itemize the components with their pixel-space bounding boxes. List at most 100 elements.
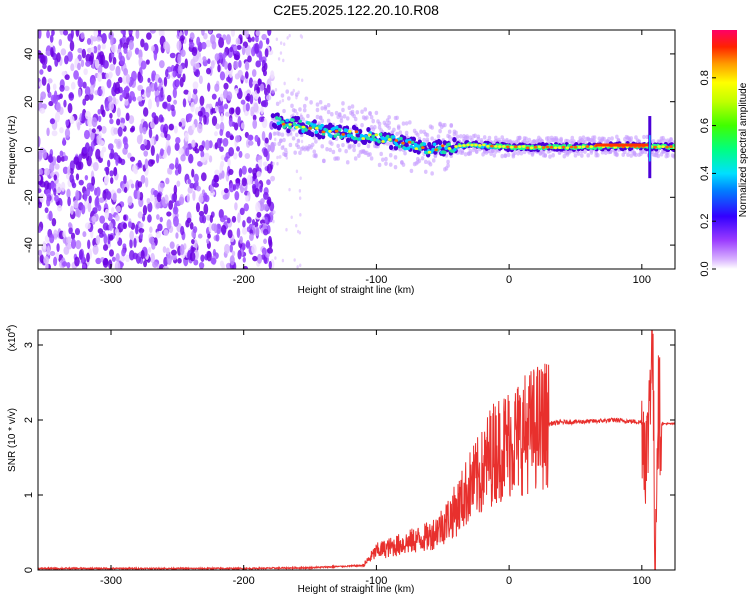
noise-blob xyxy=(134,47,140,55)
noise-blob xyxy=(285,227,288,232)
noise-blob xyxy=(233,60,239,70)
ridge-halo xyxy=(615,134,619,140)
snr-scale-exponent: 4 xyxy=(6,328,13,332)
noise-blob xyxy=(142,126,147,135)
ridge-bright xyxy=(432,142,437,147)
ridge-hotspot xyxy=(541,146,546,149)
noise-blob xyxy=(244,30,249,38)
noise-blob xyxy=(155,202,161,209)
ridge-halo xyxy=(463,152,468,157)
noise-blob xyxy=(114,261,121,269)
noise-blob xyxy=(92,244,99,255)
noise-blob xyxy=(200,254,205,263)
noise-blob xyxy=(102,257,109,268)
ridge-halo xyxy=(306,147,310,152)
noise-blob xyxy=(67,102,73,114)
noise-blob xyxy=(109,249,114,257)
noise-blob xyxy=(110,177,114,185)
ridge-halo xyxy=(666,153,670,158)
y-tick-label: -40 xyxy=(23,237,35,253)
noise-blob xyxy=(158,30,163,37)
noise-blob xyxy=(65,119,70,127)
noise-blob xyxy=(50,46,54,58)
noise-blob xyxy=(109,63,116,71)
noise-blob xyxy=(132,96,137,102)
noise-blob xyxy=(204,139,210,151)
ridge-halo xyxy=(344,149,348,154)
noise-blob xyxy=(199,95,205,106)
noise-blob xyxy=(106,78,112,89)
noise-blob xyxy=(176,40,182,51)
ridge-halo xyxy=(314,154,318,159)
noise-blob xyxy=(112,192,117,203)
ridge-halo xyxy=(360,109,364,114)
noise-blob xyxy=(210,34,216,45)
noise-blob xyxy=(135,224,139,235)
ridge-bright xyxy=(277,117,282,121)
snr-y-ticks: 0 1 2 3 xyxy=(23,342,675,573)
ridge-halo xyxy=(430,136,434,141)
noise-blob xyxy=(184,30,189,37)
ridge-bright xyxy=(313,123,317,127)
ridge-halo xyxy=(330,141,334,147)
ridge-halo xyxy=(314,139,318,144)
snr-scale-base: (x10 xyxy=(7,331,18,351)
noise-blob xyxy=(61,261,68,267)
noise-blob xyxy=(243,203,249,212)
noise-blob xyxy=(38,150,43,160)
noise-blob xyxy=(242,220,246,228)
x-tick-label: 0 xyxy=(506,575,512,587)
ridge-bright xyxy=(329,134,333,138)
noise-blob xyxy=(245,102,250,112)
noise-blob xyxy=(77,88,82,98)
noise-blob xyxy=(254,134,259,143)
noise-blob xyxy=(87,239,91,250)
ridge-bright xyxy=(406,146,411,151)
noise-blob xyxy=(267,235,273,246)
ridge-halo xyxy=(629,136,634,141)
noise-blob xyxy=(139,123,144,134)
noise-blob xyxy=(39,254,44,264)
noise-blob xyxy=(202,56,207,62)
ridge-hotspot xyxy=(447,147,452,150)
noise-blob xyxy=(208,222,213,233)
noise-blob xyxy=(93,45,98,54)
noise-blob xyxy=(223,82,229,90)
ridge-halo xyxy=(283,152,288,158)
noise-blob xyxy=(235,135,241,143)
noise-blob xyxy=(51,30,55,36)
noise-blob xyxy=(162,246,167,253)
noise-blob xyxy=(254,226,260,237)
ridge-halo xyxy=(369,115,374,120)
ridge-halo xyxy=(315,114,320,120)
ridge-bright xyxy=(377,139,381,144)
ridge-bright xyxy=(404,139,409,143)
ridge-hotspot xyxy=(581,145,586,149)
snr-x-ticks: -300 -200 -100 0 100 xyxy=(100,330,651,587)
noise-blob xyxy=(218,105,225,115)
noise-blob xyxy=(192,226,198,234)
ridge-halo xyxy=(293,150,297,155)
noise-blob xyxy=(252,255,258,262)
noise-blob xyxy=(61,71,67,77)
ridge-halo xyxy=(315,102,320,107)
ridge-core xyxy=(437,139,443,146)
ridge-halo xyxy=(519,151,524,156)
ridge-halo xyxy=(642,134,646,140)
noise-blob xyxy=(234,73,240,80)
ridge-hotspot xyxy=(381,140,385,143)
noise-blob xyxy=(64,74,70,81)
ridge-halo xyxy=(355,110,360,115)
noise-blob xyxy=(166,219,172,230)
noise-blob xyxy=(144,158,149,170)
noise-blob xyxy=(191,168,195,178)
noise-blob xyxy=(193,259,199,266)
snr-y-axis-label: SNR (10 * v/v) xyxy=(7,408,18,472)
noise-blob xyxy=(87,116,93,128)
noise-blob xyxy=(163,76,168,87)
ridge-bright xyxy=(332,126,336,131)
ridge-bright xyxy=(399,136,403,141)
noise-blob xyxy=(247,134,254,141)
ridge-halo xyxy=(380,157,385,162)
noise-blob xyxy=(138,227,145,234)
